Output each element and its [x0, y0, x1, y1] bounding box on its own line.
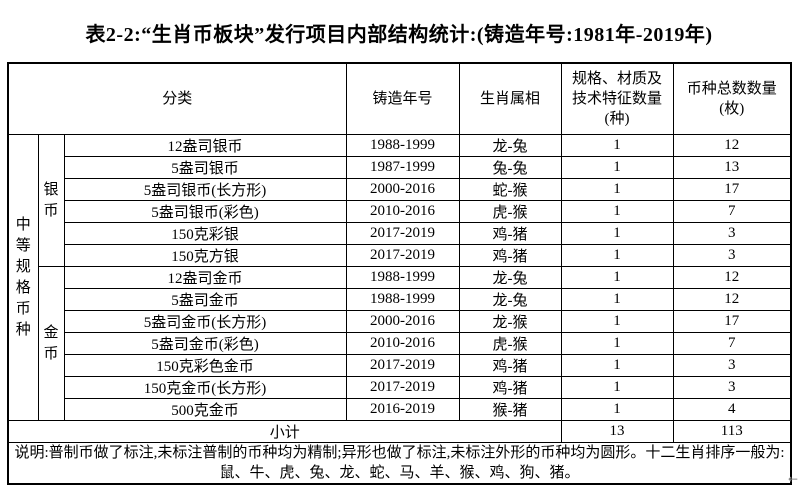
cell-zodiac: 鸡-猪: [458, 376, 562, 399]
cell-zodiac: 虎-猴: [458, 200, 562, 223]
cell-name: 5盎司金币: [63, 288, 347, 311]
subtotal-spec-count: 13: [560, 420, 674, 443]
cell-total-count: 3: [672, 354, 792, 377]
cell-zodiac: 龙-兔: [458, 288, 562, 311]
header-spec-count: 规格、材质及技术特征数量(种): [560, 62, 674, 135]
cell-year: 2010-2016: [345, 332, 460, 355]
cell-year: 1988-1999: [345, 266, 460, 289]
cell-zodiac: 龙-兔: [458, 134, 562, 157]
cell-name: 150克方银: [63, 244, 347, 267]
cell-year: 2000-2016: [345, 310, 460, 333]
cell-total-count: 7: [672, 200, 792, 223]
cell-name: 5盎司银币: [63, 156, 347, 179]
cell-zodiac: 鸡-猪: [458, 222, 562, 245]
cell-name: 12盎司银币: [63, 134, 347, 157]
header-year: 铸造年号: [345, 62, 460, 135]
table-row: 5盎司金币(彩色) 2010-2016 虎-猴 1 7: [8, 332, 792, 355]
cell-year: 2017-2019: [345, 244, 460, 267]
cell-name: 500克金币: [63, 398, 347, 421]
cell-year: 2017-2019: [345, 376, 460, 399]
cell-spec-count: 1: [560, 332, 674, 355]
table-note: 说明:普制币做了标注,未标注普制的币种均为精制;异形也做了标注,未标注外形的币种…: [7, 442, 792, 485]
table-row: 150克金币(长方形) 2017-2019 鸡-猪 1 3: [8, 376, 792, 399]
table-row: 金币 12盎司金币 1988-1999 龙-兔 1 12: [8, 266, 792, 421]
cell-year: 2017-2019: [345, 354, 460, 377]
cell-spec-count: 1: [560, 134, 674, 157]
cell-year: 1987-1999: [345, 156, 460, 179]
subtotal-total-count: 113: [672, 420, 792, 443]
subtotal-label: 小计: [7, 420, 562, 443]
cell-total-count: 12: [672, 266, 792, 289]
row-group-label-gold: 金币: [37, 266, 65, 421]
cell-name: 5盎司金币(彩色): [63, 332, 347, 355]
cell-total-count: 12: [672, 134, 792, 157]
cell-total-count: 17: [672, 310, 792, 333]
cell-total-count: 4: [672, 398, 792, 421]
cell-year: 1988-1999: [345, 134, 460, 157]
cell-name: 5盎司银币(长方形): [63, 178, 347, 201]
table-row: 5盎司银币 1987-1999 兔-兔 1 13: [8, 156, 792, 179]
subtotal-row: 小计 13 113: [7, 420, 792, 443]
cell-spec-count: 1: [560, 266, 674, 289]
anchor-arrow-icon: ←: [787, 472, 798, 486]
cell-total-count: 17: [672, 178, 792, 201]
cell-total-count: 7: [672, 332, 792, 355]
cell-spec-count: 1: [560, 288, 674, 311]
table-row: 500克金币 2016-2019 猴-猪 1 4: [8, 398, 792, 421]
table-row: 5盎司金币 1988-1999 龙-兔 1 12: [8, 288, 792, 311]
cell-spec-count: 1: [560, 354, 674, 377]
header-row: 分类 铸造年号 生肖属相 规格、材质及技术特征数量(种) 币种总数数量(枚): [7, 62, 792, 135]
cell-zodiac: 龙-猴: [458, 310, 562, 333]
cell-year: 2017-2019: [345, 222, 460, 245]
cell-spec-count: 1: [560, 222, 674, 245]
cell-zodiac: 虎-猴: [458, 332, 562, 355]
zodiac-coin-stat-table: 分类 铸造年号 生肖属相 规格、材质及技术特征数量(种) 币种总数数量(枚) 中…: [7, 62, 792, 485]
cell-total-count: 12: [672, 288, 792, 311]
cell-spec-count: 1: [560, 310, 674, 333]
header-category: 分类: [7, 62, 347, 135]
table-row: 150克方银 2017-2019 鸡-猪 1 3: [8, 244, 792, 267]
cell-name: 150克金币(长方形): [63, 376, 347, 399]
cell-zodiac: 鸡-猪: [458, 244, 562, 267]
cell-name: 150克彩色金币: [63, 354, 347, 377]
cell-name: 5盎司金币(长方形): [63, 310, 347, 333]
table-title: 表2-2:“生肖币板块”发行项目内部结构统计:(铸造年号:1981年-2019年…: [85, 24, 713, 46]
table-row: 150克彩色金币 2017-2019 鸡-猪 1 3: [8, 354, 792, 377]
cell-spec-count: 1: [560, 376, 674, 399]
cell-name: 12盎司金币: [63, 266, 347, 289]
cell-year: 2010-2016: [345, 200, 460, 223]
cell-total-count: 3: [672, 222, 792, 245]
cell-total-count: 3: [672, 244, 792, 267]
cell-spec-count: 1: [560, 398, 674, 421]
header-zodiac: 生肖属相: [458, 62, 562, 135]
table-row: 150克彩银 2017-2019 鸡-猪 1 3: [8, 222, 792, 245]
note-row: 说明:普制币做了标注,未标注普制的币种均为精制;异形也做了标注,未标注外形的币种…: [7, 442, 792, 485]
table-row: 中等规格币种 银币 12盎司银币 1988-1999 龙-兔 1 12: [7, 134, 792, 421]
table-row: 5盎司银币(彩色) 2010-2016 虎-猴 1 7: [8, 200, 792, 223]
cell-name: 5盎司银币(彩色): [63, 200, 347, 223]
cell-total-count: 3: [672, 376, 792, 399]
row-group-label-silver: 银币: [37, 134, 65, 267]
cell-spec-count: 1: [560, 200, 674, 223]
cell-zodiac: 龙-兔: [458, 266, 562, 289]
cell-zodiac: 蛇-猴: [458, 178, 562, 201]
cell-spec-count: 1: [560, 244, 674, 267]
cell-spec-count: 1: [560, 178, 674, 201]
table-row: 5盎司银币(长方形) 2000-2016 蛇-猴 1 17: [8, 178, 792, 201]
cell-name: 150克彩银: [63, 222, 347, 245]
row-group-label-medium-spec: 中等规格币种: [7, 134, 39, 421]
table-row: 5盎司金币(长方形) 2000-2016 龙-猴 1 17: [8, 310, 792, 333]
cell-spec-count: 1: [560, 156, 674, 179]
cell-year: 2016-2019: [345, 398, 460, 421]
cell-total-count: 13: [672, 156, 792, 179]
cell-zodiac: 鸡-猪: [458, 354, 562, 377]
header-total-count: 币种总数数量(枚): [672, 62, 792, 135]
cell-zodiac: 兔-兔: [458, 156, 562, 179]
cell-year: 1988-1999: [345, 288, 460, 311]
cell-zodiac: 猴-猪: [458, 398, 562, 421]
cell-year: 2000-2016: [345, 178, 460, 201]
